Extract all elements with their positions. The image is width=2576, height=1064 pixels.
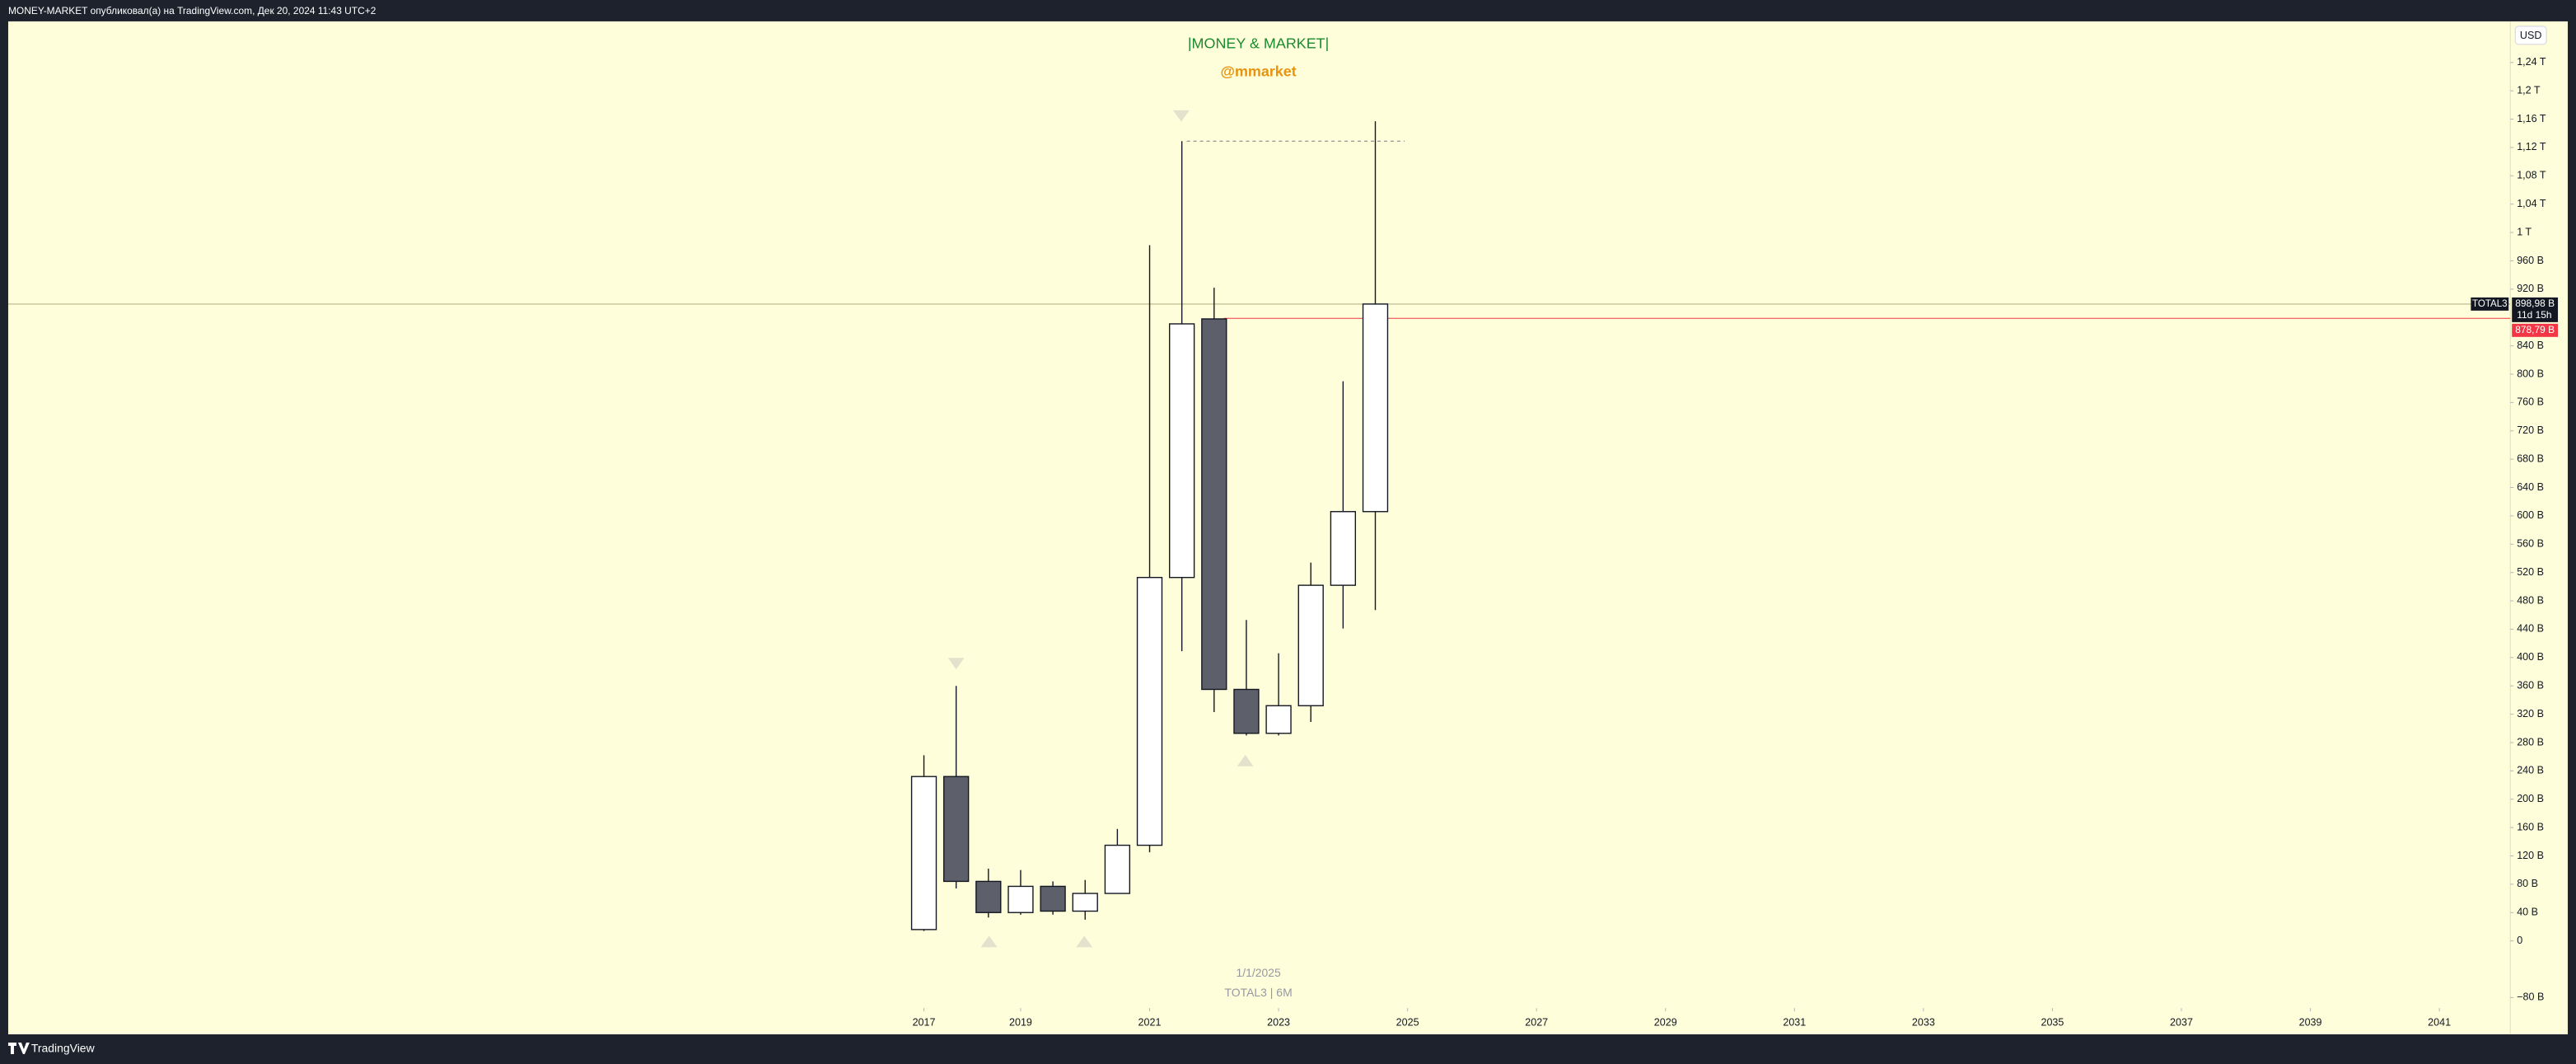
y-tick-label: 1 T xyxy=(2517,226,2532,237)
y-tick-label: 1,12 T xyxy=(2517,141,2546,152)
arrow-up xyxy=(1076,935,1093,948)
x-tick-label: 2019 xyxy=(1009,1016,1032,1028)
candle-body xyxy=(1233,688,1260,734)
x-tick-label: 2021 xyxy=(1138,1016,1162,1028)
y-tick-label: 920 B xyxy=(2517,283,2544,294)
y-tick-label: 1,04 T xyxy=(2517,198,2546,209)
candle-body xyxy=(943,776,970,883)
y-tick-label: 520 B xyxy=(2517,566,2544,578)
candle-body xyxy=(1265,705,1292,734)
candle-body xyxy=(1169,323,1195,579)
x-tick-label: 2027 xyxy=(1525,1016,1548,1028)
y-tick-label: 960 B xyxy=(2517,255,2544,266)
x-tick-label: 2033 xyxy=(1912,1016,1935,1028)
y-tick-label: 560 B xyxy=(2517,538,2544,550)
y-tick-label: 360 B xyxy=(2517,679,2544,691)
y-tick-label: 160 B xyxy=(2517,821,2544,832)
candle-body xyxy=(1104,844,1131,894)
y-tick-label: 720 B xyxy=(2517,424,2544,436)
y-tick-label: 1,2 T xyxy=(2517,84,2541,96)
y-tick-label: 200 B xyxy=(2517,793,2544,804)
top-bar xyxy=(0,0,2576,21)
y-tick-label: 760 B xyxy=(2517,396,2544,408)
y-tick-label: 1,16 T xyxy=(2517,113,2546,124)
y-tick-label: 640 B xyxy=(2517,481,2544,493)
countdown-label: 11d 15h xyxy=(2517,309,2551,321)
price-line-label: 878,79 B xyxy=(2515,324,2555,335)
last-price-label: 898,98 B xyxy=(2515,298,2555,309)
y-tick-label: 1,24 T xyxy=(2517,56,2546,68)
candle-body xyxy=(975,880,1002,913)
watermark-date: 1/1/2025 xyxy=(1236,966,1281,979)
x-tick-label: 2023 xyxy=(1267,1016,1290,1028)
price-line-badge xyxy=(2512,323,2559,337)
x-tick-label: 2025 xyxy=(1396,1016,1419,1028)
y-tick-label: 440 B xyxy=(2517,623,2544,635)
y-tick-label: 0 xyxy=(2517,935,2522,946)
watermark-symbol: TOTAL3 | 6M xyxy=(1225,986,1293,999)
brand-logo xyxy=(7,1043,30,1055)
y-tick-label: 680 B xyxy=(2517,452,2544,464)
currency-label[interactable]: USD xyxy=(2520,30,2541,41)
x-tick-label: 2035 xyxy=(2041,1016,2064,1028)
x-tick-label: 2037 xyxy=(2170,1016,2193,1028)
y-tick-label: 40 B xyxy=(2517,907,2538,918)
y-tick-label: 840 B xyxy=(2517,340,2544,351)
bottom-bar xyxy=(0,1034,2576,1064)
candle-body xyxy=(1072,893,1098,912)
brand-name[interactable]: TradingView xyxy=(31,1042,96,1055)
chart-subtitle: @mmarket xyxy=(1220,63,1296,80)
arrow-up xyxy=(980,935,998,948)
candle-body xyxy=(1007,885,1034,913)
candle-body xyxy=(1201,318,1227,691)
y-tick-label: 80 B xyxy=(2517,878,2538,889)
x-tick-label: 2017 xyxy=(913,1016,936,1028)
currency-button[interactable] xyxy=(2514,26,2547,45)
candle-body xyxy=(1136,576,1163,846)
candle-body xyxy=(910,776,937,930)
arrow-down xyxy=(947,658,965,670)
x-tick-label: 2029 xyxy=(1654,1016,1677,1028)
symbol-badge-label: TOTAL3 xyxy=(2472,299,2508,309)
x-tick-label: 2031 xyxy=(1783,1016,1806,1028)
x-tick-label: 2039 xyxy=(2299,1016,2322,1028)
candle-body xyxy=(1362,303,1389,513)
last-price-badge xyxy=(2512,297,2559,322)
x-tick-label: 2041 xyxy=(2428,1016,2451,1028)
chart-title: |MONEY & MARKET| xyxy=(1188,35,1329,52)
y-tick-label: 800 B xyxy=(2517,368,2544,379)
y-tick-label: 1,08 T xyxy=(2517,170,2546,181)
y-tick-label: 480 B xyxy=(2517,594,2544,606)
candle-body xyxy=(1297,584,1324,706)
candle-body xyxy=(1040,885,1066,912)
y-tick-label: 600 B xyxy=(2517,509,2544,521)
y-tick-label: 320 B xyxy=(2517,708,2544,719)
plot-area xyxy=(7,21,2569,1035)
signal-arrows xyxy=(947,110,1254,948)
y-tick-label: 280 B xyxy=(2517,736,2544,748)
y-tick-label: 240 B xyxy=(2517,765,2544,776)
y-tick-label: −80 B xyxy=(2517,991,2544,1003)
arrow-up xyxy=(1237,754,1254,766)
candle-body xyxy=(1330,511,1357,586)
symbol-badge xyxy=(2471,297,2509,311)
y-tick-label: 400 B xyxy=(2517,651,2544,663)
y-tick-label: 120 B xyxy=(2517,850,2544,861)
header-text: MONEY-MARKET опубликовал(а) на TradingVi… xyxy=(8,5,376,16)
arrow-down xyxy=(1172,110,1190,122)
